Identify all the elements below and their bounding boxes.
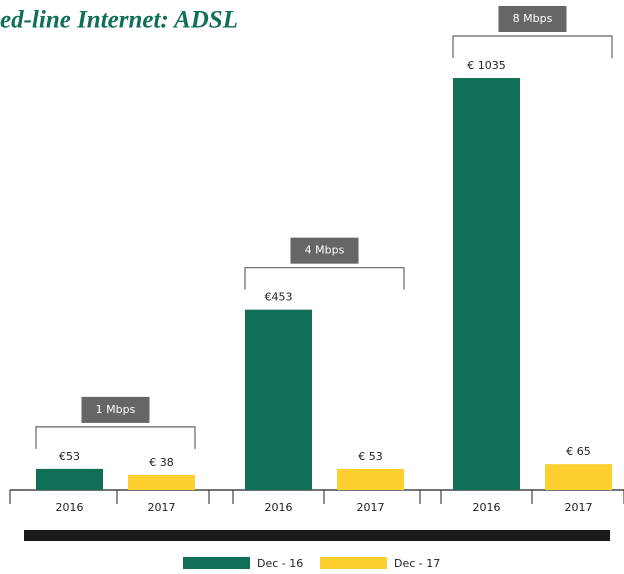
bracket xyxy=(35,426,196,449)
legend-label: Dec - 16 xyxy=(257,557,303,570)
bar xyxy=(337,468,404,490)
x-tick-label: 2017 xyxy=(148,501,176,514)
bracket xyxy=(244,267,405,290)
group-label-box xyxy=(290,237,359,264)
value-label: € 65 xyxy=(566,445,591,458)
x-tick-label: 2017 xyxy=(357,501,385,514)
x-tick-label: 2016 xyxy=(473,501,501,514)
footer-band xyxy=(24,530,610,541)
legend-swatch xyxy=(183,557,250,569)
bracket xyxy=(452,35,613,58)
bar xyxy=(453,78,520,490)
group-label: 1 Mbps xyxy=(96,403,136,416)
bar xyxy=(128,474,195,490)
bar xyxy=(545,464,612,490)
value-label: € 38 xyxy=(149,456,174,469)
value-label: €53 xyxy=(59,450,80,463)
legend-label: Dec - 17 xyxy=(394,557,440,570)
group-label-box xyxy=(81,396,150,423)
bar xyxy=(245,309,312,490)
value-label: € 53 xyxy=(358,450,383,463)
x-tick-label: 2016 xyxy=(56,501,84,514)
legend-swatch xyxy=(320,557,387,569)
group-label: 4 Mbps xyxy=(305,244,345,257)
chart-title: ed-line Internet: ADSL xyxy=(0,7,238,34)
bar xyxy=(36,468,103,490)
x-tick-label: 2017 xyxy=(565,501,593,514)
group-label: 8 Mbps xyxy=(513,12,553,25)
x-tick-label: 2016 xyxy=(265,501,293,514)
value-label: €453 xyxy=(265,291,293,304)
value-label: € 1035 xyxy=(467,59,506,72)
group-label-box xyxy=(498,6,567,32)
